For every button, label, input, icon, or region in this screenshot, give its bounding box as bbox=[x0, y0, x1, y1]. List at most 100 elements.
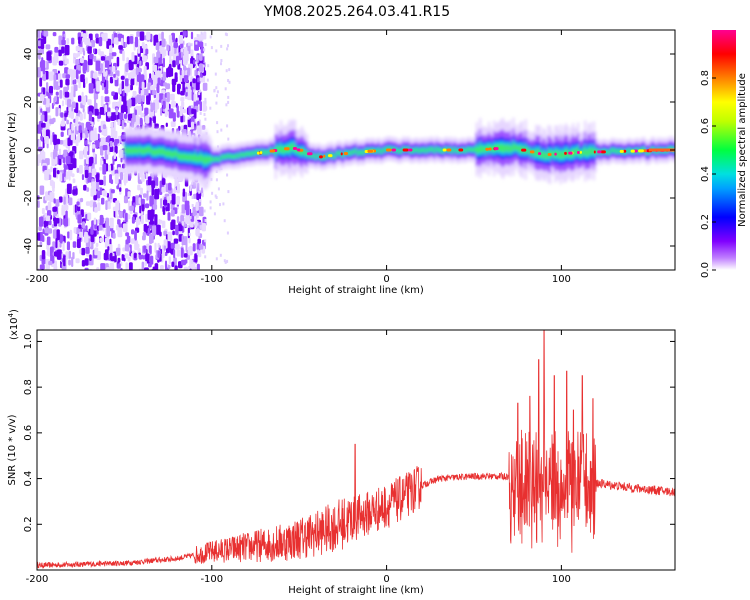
noise-cell bbox=[37, 232, 41, 241]
noise-cell bbox=[49, 192, 55, 203]
noise-cell bbox=[124, 41, 128, 48]
ridge-cell bbox=[626, 149, 629, 153]
hot-cell bbox=[494, 147, 499, 151]
noise-cell bbox=[51, 246, 54, 253]
ridge-cell bbox=[288, 145, 291, 154]
noise-cell bbox=[44, 170, 49, 181]
noise-cell bbox=[90, 188, 94, 197]
noise-cell bbox=[120, 104, 124, 114]
ridge-cell bbox=[266, 150, 269, 155]
ridge-cell bbox=[349, 151, 353, 155]
ridge-cell bbox=[376, 149, 379, 153]
noise-cell bbox=[156, 51, 161, 58]
ridge-cell bbox=[615, 150, 618, 154]
noise-cell bbox=[154, 263, 159, 270]
noise-cell bbox=[176, 105, 179, 114]
noise-cell bbox=[174, 177, 177, 187]
noise-cell bbox=[137, 44, 141, 54]
ridge-cell bbox=[491, 146, 494, 153]
noise-cell bbox=[173, 238, 179, 244]
noise-cell bbox=[196, 263, 200, 270]
hot-cell bbox=[593, 150, 596, 154]
hot-cell bbox=[638, 149, 644, 153]
ridge-cell bbox=[337, 151, 340, 155]
ridge-cell bbox=[437, 148, 440, 152]
noise-cell bbox=[165, 206, 168, 212]
noise-cell bbox=[140, 187, 143, 196]
ridge-cell bbox=[281, 146, 284, 154]
noise-cell bbox=[110, 163, 114, 171]
noise-cell bbox=[170, 242, 176, 249]
ridge-cell bbox=[529, 150, 533, 157]
noise-cell bbox=[72, 189, 76, 195]
noise-cell bbox=[191, 196, 194, 199]
noise-cell bbox=[197, 238, 201, 244]
ridge-cell bbox=[613, 148, 616, 153]
noise-cell bbox=[161, 186, 166, 193]
ridge-cell bbox=[157, 147, 160, 155]
noise-cell bbox=[73, 53, 79, 58]
ridge-cell bbox=[124, 145, 127, 152]
noise-cell bbox=[167, 264, 171, 269]
noise-cell bbox=[109, 146, 114, 152]
noise-cell bbox=[117, 119, 121, 126]
noise-cell bbox=[102, 137, 106, 148]
noise-cell bbox=[163, 230, 168, 236]
noise-cell bbox=[195, 215, 198, 219]
noise-cell bbox=[144, 45, 148, 50]
noise-cell bbox=[112, 91, 115, 96]
noise-cell bbox=[215, 196, 218, 199]
noise-cell bbox=[90, 234, 95, 243]
noise-cell bbox=[80, 31, 84, 37]
noise-cell bbox=[92, 152, 96, 158]
ridge-cell bbox=[348, 151, 351, 155]
noise-cell bbox=[171, 101, 177, 106]
noise-cell bbox=[39, 48, 44, 55]
noise-cell bbox=[150, 233, 154, 244]
ridge-cell bbox=[503, 144, 506, 153]
noise-cell bbox=[81, 174, 84, 181]
noise-cell bbox=[63, 163, 66, 169]
noise-cell bbox=[52, 229, 58, 239]
noise-cell bbox=[62, 173, 65, 183]
noise-cell bbox=[48, 220, 52, 226]
noise-cell bbox=[66, 119, 69, 125]
noise-cell bbox=[191, 204, 194, 207]
noise-cell bbox=[60, 131, 64, 137]
noise-cell bbox=[60, 120, 66, 127]
noise-cell bbox=[131, 52, 135, 62]
ridge-cell bbox=[267, 150, 270, 155]
noise-cell bbox=[69, 92, 72, 98]
noise-cell bbox=[196, 54, 199, 64]
noise-cell bbox=[75, 139, 79, 147]
noise-cell bbox=[102, 192, 108, 197]
noise-cell bbox=[155, 70, 159, 76]
hot-cell bbox=[554, 152, 557, 156]
noise-cell bbox=[215, 49, 218, 53]
noise-cell bbox=[146, 95, 151, 105]
noise-cell bbox=[109, 140, 113, 148]
noise-cell bbox=[195, 228, 200, 237]
noise-cell bbox=[114, 145, 118, 154]
noise-cell bbox=[100, 158, 103, 166]
ridge-cell bbox=[260, 149, 263, 153]
ridge-cell bbox=[320, 156, 323, 161]
hot-cell bbox=[568, 151, 573, 155]
noise-cell bbox=[91, 144, 96, 149]
noise-cell bbox=[188, 266, 191, 270]
noise-cell bbox=[227, 79, 230, 82]
noise-cell bbox=[149, 220, 155, 225]
ridge-cell bbox=[126, 148, 129, 155]
noise-cell bbox=[72, 241, 77, 248]
noise-cell bbox=[130, 71, 135, 79]
ridge-cell bbox=[414, 148, 417, 152]
ridge-cell bbox=[610, 148, 613, 152]
noise-cell bbox=[203, 48, 206, 52]
noise-cell bbox=[151, 180, 156, 189]
noise-cell bbox=[185, 204, 190, 216]
noise-cell bbox=[176, 249, 181, 257]
noise-cell bbox=[204, 255, 207, 259]
ridge-cell bbox=[470, 148, 473, 152]
noise-cell bbox=[93, 72, 98, 79]
